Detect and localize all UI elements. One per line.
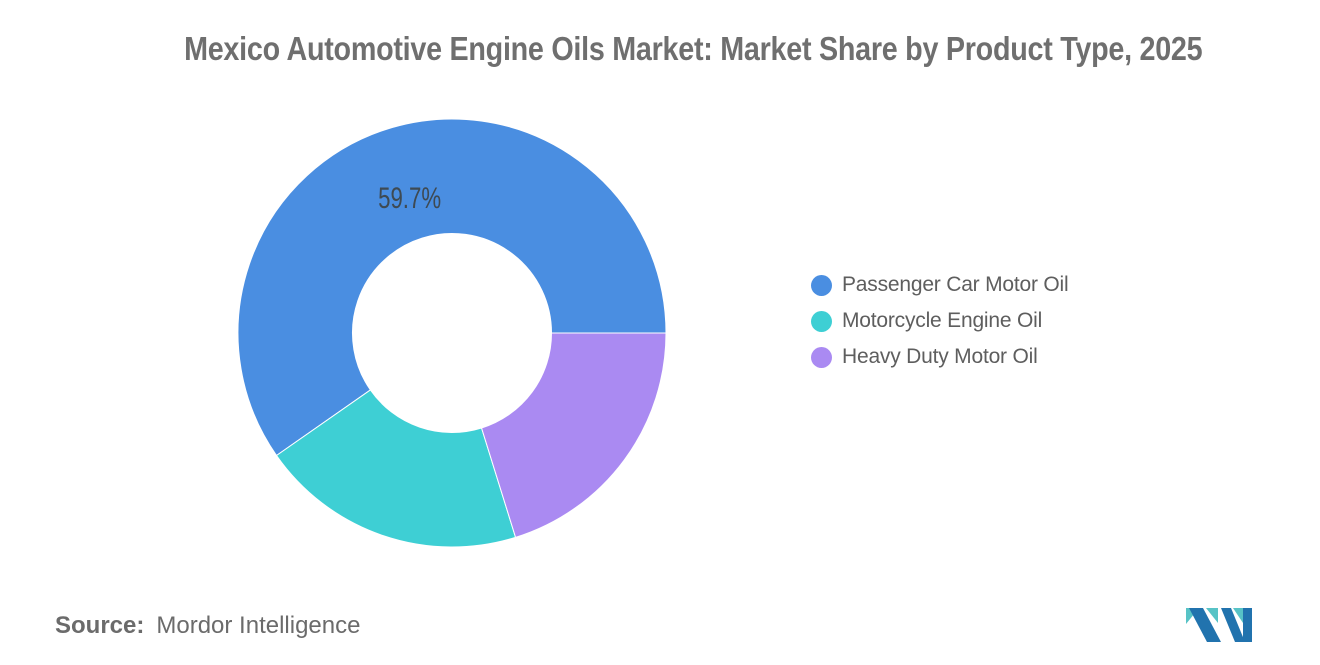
legend-marker-icon xyxy=(811,310,832,332)
source-value: Mordor Intelligence xyxy=(156,612,361,639)
source-line: Source: Mordor Intelligence xyxy=(55,612,360,640)
logo-shape xyxy=(1243,608,1252,642)
source-label: Source: xyxy=(55,612,145,639)
legend-label: Passenger Car Motor Oil xyxy=(842,273,1069,296)
legend-label: Motorcycle Engine Oil xyxy=(842,309,1043,332)
logo-shape xyxy=(1206,608,1218,623)
legend-item-passenger-car-motor-oil[interactable]: Passenger Car Motor Oil xyxy=(811,273,1069,297)
pie-slice-heavy-duty-motor-oil[interactable] xyxy=(480,332,667,538)
title-row: Mexico Automotive Engine Oils Market: Ma… xyxy=(0,30,1320,68)
chart-legend: Passenger Car Motor Oil Motorcycle Engin… xyxy=(811,273,1069,369)
legend-item-heavy-duty-motor-oil[interactable]: Heavy Duty Motor Oil xyxy=(811,345,1068,369)
pie-slice-passenger-car-motor-oil[interactable] xyxy=(237,118,667,457)
slice-label: 59.7% xyxy=(378,182,441,215)
page-title: Mexico Automotive Engine Oils Market: Ma… xyxy=(183,30,1203,67)
mordor-intelligence-logo xyxy=(1186,608,1252,642)
logo-shape xyxy=(1233,608,1243,623)
legend-marker-icon xyxy=(811,274,832,296)
legend-label: Heavy Duty Motor Oil xyxy=(842,345,1038,368)
legend-item-motorcycle-engine-oil[interactable]: Motorcycle Engine Oil xyxy=(811,309,1068,333)
pie-slice-motorcycle-engine-oil[interactable] xyxy=(275,389,517,548)
donut-chart: 59.7% xyxy=(237,118,667,548)
logo-shape xyxy=(1189,608,1221,642)
legend-marker-icon xyxy=(811,346,832,368)
logo-shape xyxy=(1221,608,1245,642)
